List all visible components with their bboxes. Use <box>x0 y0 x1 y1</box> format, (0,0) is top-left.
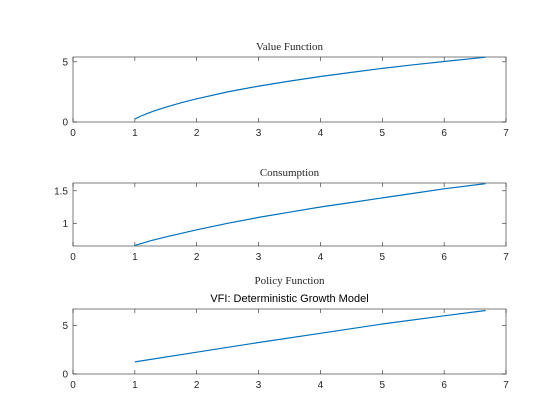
x-tick-label: 0 <box>70 380 76 391</box>
y-tick-label: 0 <box>62 118 68 129</box>
chart-subtitle: VFI: Deterministic Growth Model <box>210 293 368 305</box>
x-tick-label: 2 <box>194 128 200 139</box>
x-tick-label: 5 <box>380 128 386 139</box>
x-tick-label: 1 <box>132 252 138 263</box>
x-tick-label: 5 <box>380 252 386 263</box>
x-tick-label: 4 <box>318 128 324 139</box>
x-tick-label: 4 <box>318 380 324 391</box>
x-tick-label: 3 <box>256 252 262 263</box>
x-tick-label: 1 <box>132 128 138 139</box>
x-tick-label: 6 <box>441 128 447 139</box>
y-tick-label: 0 <box>62 370 68 381</box>
x-tick-label: 4 <box>318 252 324 263</box>
x-tick-label: 3 <box>256 380 262 391</box>
x-tick-label: 7 <box>503 128 509 139</box>
axes-box <box>73 183 506 246</box>
y-tick-label: 5 <box>62 57 68 68</box>
x-tick-label: 5 <box>380 380 386 391</box>
x-tick-label: 1 <box>132 380 138 391</box>
x-tick-label: 7 <box>503 252 509 263</box>
x-tick-label: 2 <box>194 380 200 391</box>
x-tick-label: 3 <box>256 128 262 139</box>
x-tick-label: 0 <box>70 128 76 139</box>
subplot-stack: 0 1 2 3 4 5 6 7 0 5 Value Function 0 1 2 3 4 5 6 7 1 1.5 Cons… <box>54 41 509 391</box>
y-tick-label: 5 <box>62 321 68 332</box>
axes-box <box>73 309 506 374</box>
x-tick-label: 6 <box>441 252 447 263</box>
subplot-1: 0 1 2 3 4 5 6 7 0 5 Value Function <box>62 41 509 139</box>
chart-title: Consumption <box>260 167 320 179</box>
chart-title: Value Function <box>256 41 323 53</box>
y-tick-label: 1.5 <box>54 186 68 197</box>
x-tick-label: 0 <box>70 252 76 263</box>
subplot-2: 0 1 2 3 4 5 6 7 1 1.5 Consumption <box>54 167 509 263</box>
x-tick-label: 6 <box>441 380 447 391</box>
axes-box <box>73 57 506 122</box>
x-tick-label: 7 <box>503 380 509 391</box>
subplot-3: 0 1 2 3 4 5 6 7 0 5 Policy Function VFI: Determinis… <box>62 275 509 391</box>
y-tick-label: 1 <box>62 219 68 230</box>
x-tick-label: 2 <box>194 252 200 263</box>
chart-title: Policy Function <box>255 275 325 287</box>
